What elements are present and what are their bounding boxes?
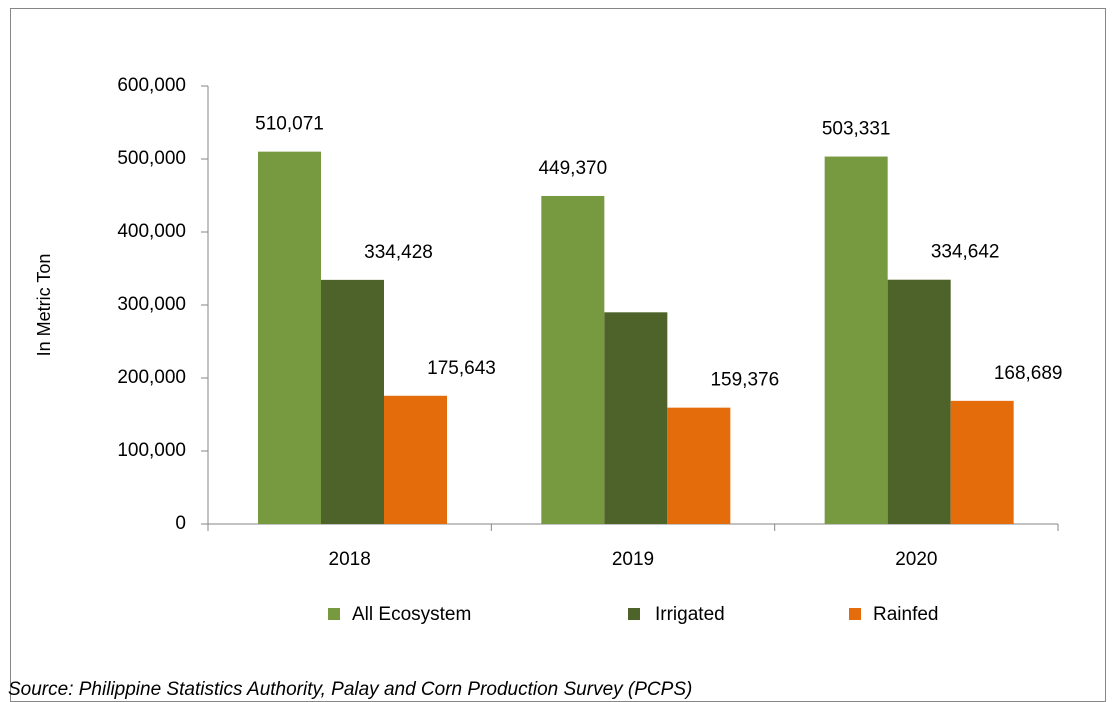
y-tick-label: 0 bbox=[175, 513, 186, 534]
x-tick-label: 2019 bbox=[612, 549, 654, 570]
x-tick-label: 2018 bbox=[329, 549, 371, 570]
bar bbox=[604, 312, 668, 524]
bar bbox=[321, 279, 384, 524]
legend-label: Irrigated bbox=[655, 604, 725, 625]
legend-label: Rainfed bbox=[873, 604, 939, 625]
legend-label: All Ecosystem bbox=[352, 604, 471, 625]
legend-swatch bbox=[849, 608, 861, 620]
y-tick-label: 100,000 bbox=[117, 440, 186, 461]
bar bbox=[258, 151, 321, 524]
bar bbox=[541, 195, 605, 524]
data-label: 334,428 bbox=[364, 242, 433, 263]
data-label: 334,642 bbox=[931, 242, 1000, 263]
x-tick-label: 2020 bbox=[895, 549, 937, 570]
bar bbox=[824, 156, 888, 525]
data-label: 175,643 bbox=[427, 358, 496, 379]
y-tick-label: 500,000 bbox=[117, 148, 186, 169]
bar bbox=[950, 400, 1014, 524]
source-note: Source: Philippine Statistics Authority,… bbox=[8, 679, 692, 700]
bar bbox=[887, 279, 951, 524]
bar bbox=[384, 395, 447, 524]
legend-swatch bbox=[328, 608, 340, 620]
y-tick-label: 600,000 bbox=[117, 75, 186, 96]
bar bbox=[667, 407, 731, 524]
data-label: 159,376 bbox=[710, 370, 779, 391]
data-label: 168,689 bbox=[994, 363, 1063, 384]
legend-swatch bbox=[628, 608, 640, 620]
y-tick-label: 200,000 bbox=[117, 367, 186, 388]
data-label: 510,071 bbox=[255, 114, 324, 135]
data-label: 503,331 bbox=[822, 119, 891, 140]
y-axis-label: In Metric Ton bbox=[34, 254, 54, 357]
y-tick-label: 300,000 bbox=[117, 294, 186, 315]
data-label: 449,370 bbox=[538, 158, 607, 179]
y-tick-label: 400,000 bbox=[117, 221, 186, 242]
